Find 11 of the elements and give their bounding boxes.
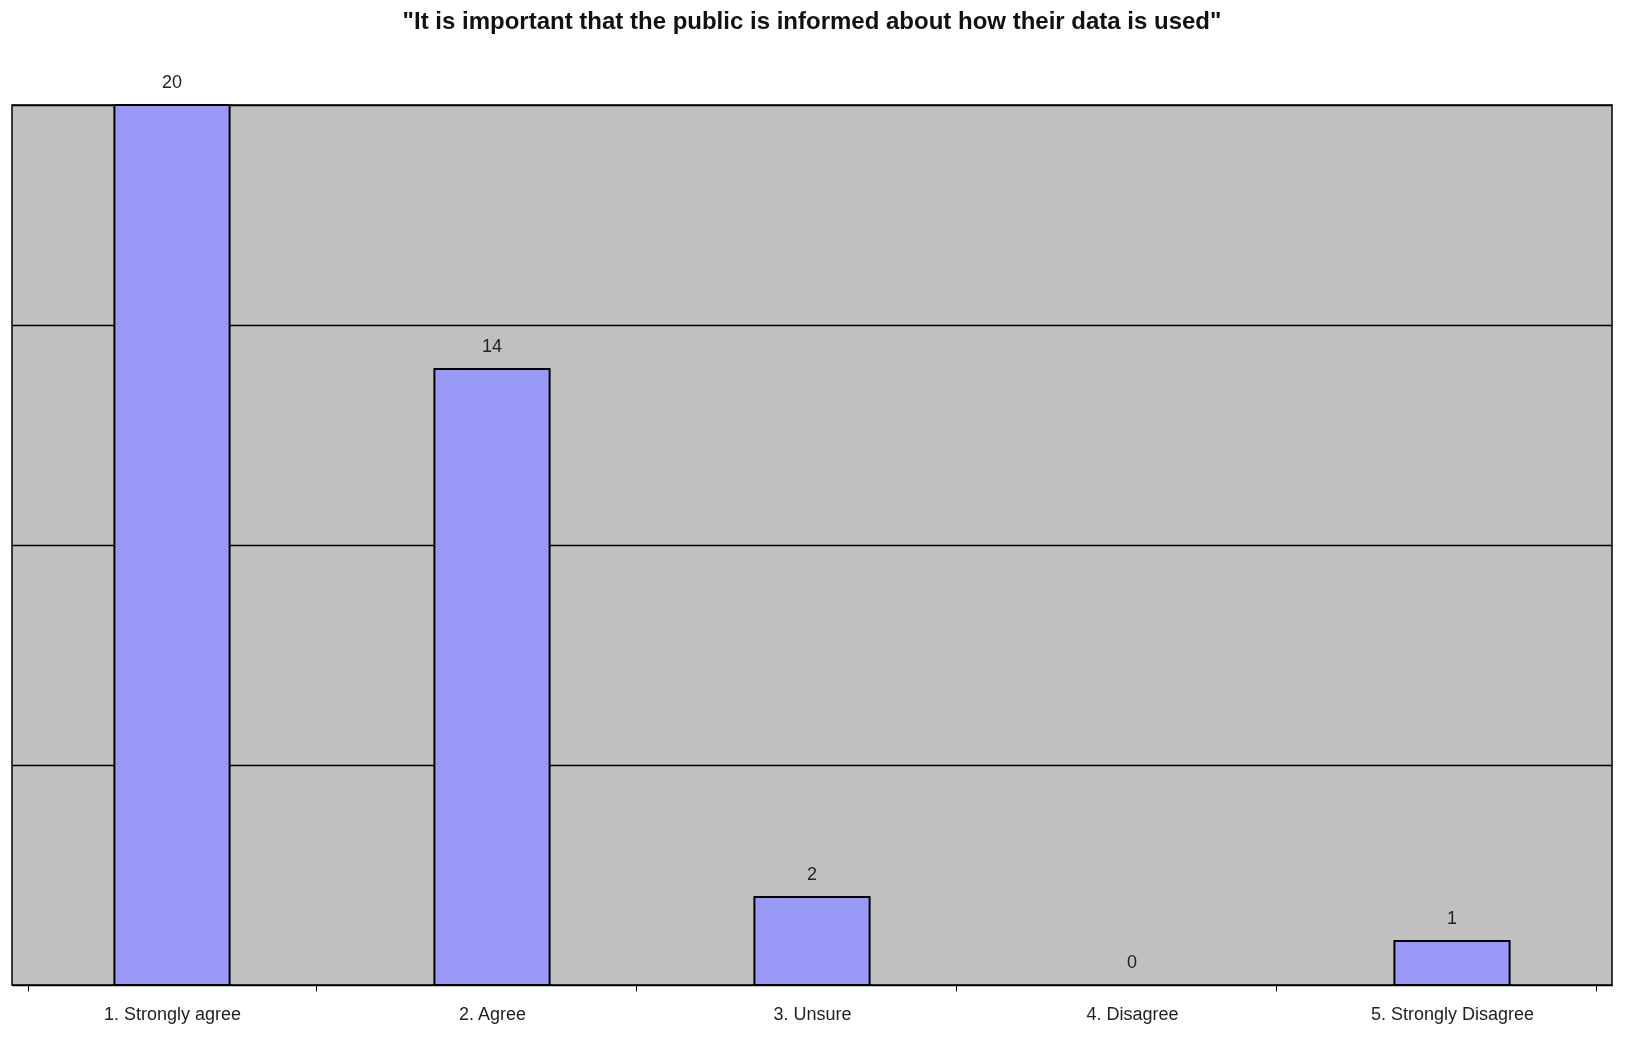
x-tick-label: 5. Strongly Disagree (1370, 1003, 1535, 1024)
x-tick-label: 2. Agree (458, 1003, 527, 1024)
data-label: 0 (1126, 952, 1138, 972)
x-tick-label: 3. Unsure (773, 1003, 852, 1024)
data-label: 1 (1446, 908, 1458, 928)
x-tick-label: 1. Strongly agree (103, 1003, 242, 1024)
data-label: 20 (161, 72, 183, 92)
x-tick-label: 4. Disagree (1086, 1003, 1179, 1024)
chart-title: "It is important that the public is informed about how their data is used" (402, 7, 1222, 34)
data-label: 2 (806, 864, 818, 884)
data-label: 14 (481, 336, 503, 356)
